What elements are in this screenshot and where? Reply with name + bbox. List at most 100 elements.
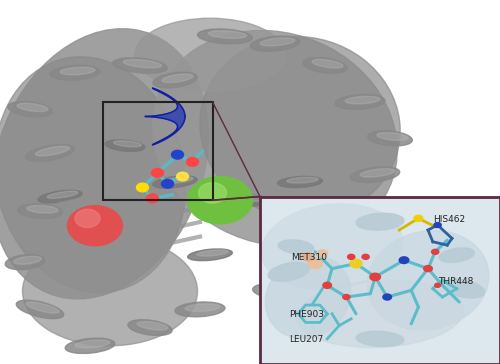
Circle shape (302, 253, 314, 261)
Circle shape (317, 250, 328, 257)
Ellipse shape (197, 250, 228, 256)
Ellipse shape (27, 206, 58, 213)
Text: THR448: THR448 (438, 277, 473, 286)
Ellipse shape (326, 249, 360, 257)
Ellipse shape (338, 204, 382, 218)
Ellipse shape (287, 177, 318, 183)
Text: LEU207: LEU207 (289, 335, 323, 344)
Text: MET310: MET310 (291, 253, 327, 262)
Ellipse shape (377, 132, 408, 141)
Ellipse shape (345, 96, 380, 104)
Ellipse shape (114, 141, 141, 147)
Ellipse shape (356, 213, 404, 230)
Circle shape (414, 215, 422, 221)
Ellipse shape (200, 36, 400, 218)
Circle shape (198, 183, 226, 203)
Ellipse shape (367, 230, 489, 330)
Ellipse shape (135, 18, 285, 91)
Ellipse shape (47, 191, 78, 198)
Circle shape (323, 282, 332, 288)
Ellipse shape (262, 285, 293, 293)
Ellipse shape (278, 240, 314, 254)
Circle shape (162, 179, 173, 188)
Circle shape (383, 294, 392, 300)
Ellipse shape (262, 204, 402, 290)
Ellipse shape (153, 176, 197, 188)
Ellipse shape (26, 302, 59, 313)
Ellipse shape (175, 302, 225, 317)
Ellipse shape (22, 237, 198, 346)
Ellipse shape (250, 36, 300, 51)
Ellipse shape (296, 280, 464, 348)
Circle shape (424, 266, 432, 272)
Circle shape (68, 206, 122, 246)
Ellipse shape (444, 279, 484, 298)
Ellipse shape (8, 102, 52, 117)
Ellipse shape (252, 284, 298, 299)
Ellipse shape (14, 256, 42, 264)
Ellipse shape (350, 167, 400, 183)
Ellipse shape (36, 146, 70, 156)
Ellipse shape (0, 29, 208, 299)
Ellipse shape (260, 38, 295, 46)
Ellipse shape (0, 57, 186, 293)
Ellipse shape (316, 247, 364, 263)
Ellipse shape (60, 67, 95, 75)
Ellipse shape (153, 72, 197, 88)
Ellipse shape (16, 300, 64, 318)
Ellipse shape (162, 74, 193, 83)
Ellipse shape (18, 204, 62, 218)
Ellipse shape (347, 206, 378, 213)
Circle shape (186, 158, 198, 166)
Circle shape (152, 169, 164, 177)
Circle shape (308, 258, 322, 269)
Circle shape (146, 194, 158, 203)
Ellipse shape (238, 195, 266, 201)
Ellipse shape (105, 140, 145, 151)
Circle shape (343, 294, 350, 300)
Ellipse shape (360, 169, 395, 177)
Circle shape (399, 257, 409, 264)
Ellipse shape (278, 177, 322, 187)
Circle shape (350, 259, 362, 268)
Ellipse shape (335, 95, 385, 109)
Ellipse shape (162, 177, 193, 183)
Ellipse shape (112, 58, 168, 73)
Ellipse shape (88, 221, 117, 227)
Ellipse shape (5, 254, 45, 270)
Ellipse shape (368, 131, 412, 146)
Circle shape (434, 283, 440, 287)
Ellipse shape (80, 220, 120, 231)
Circle shape (370, 273, 380, 281)
Ellipse shape (303, 58, 347, 74)
Ellipse shape (268, 262, 310, 281)
Circle shape (136, 183, 148, 192)
Ellipse shape (128, 320, 172, 336)
Ellipse shape (198, 29, 252, 44)
Circle shape (348, 254, 355, 259)
Ellipse shape (137, 321, 168, 330)
Circle shape (434, 222, 441, 228)
Circle shape (188, 177, 252, 224)
Ellipse shape (188, 249, 232, 261)
Ellipse shape (306, 220, 344, 232)
Ellipse shape (65, 338, 115, 353)
Ellipse shape (124, 60, 162, 68)
Ellipse shape (153, 31, 397, 246)
Circle shape (362, 254, 369, 259)
Circle shape (432, 249, 439, 254)
Ellipse shape (26, 145, 74, 161)
Text: PHE903: PHE903 (289, 310, 324, 319)
Ellipse shape (356, 331, 404, 347)
Ellipse shape (50, 66, 100, 80)
Circle shape (350, 260, 362, 267)
Ellipse shape (38, 190, 82, 203)
Ellipse shape (185, 304, 220, 311)
Ellipse shape (312, 59, 343, 68)
Text: HIS462: HIS462 (433, 215, 465, 223)
Circle shape (75, 209, 100, 228)
Ellipse shape (208, 31, 246, 39)
Ellipse shape (439, 248, 474, 262)
Circle shape (176, 172, 188, 181)
Ellipse shape (17, 103, 48, 111)
